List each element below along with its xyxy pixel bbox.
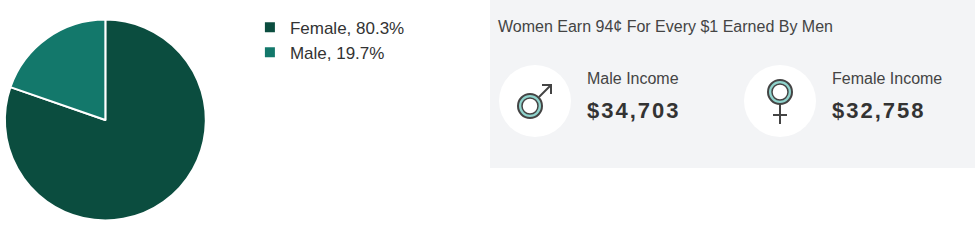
svg-text:Male, 19.7%: Male, 19.7% bbox=[290, 44, 385, 63]
svg-text:Female, 80.3%: Female, 80.3% bbox=[290, 19, 404, 38]
html-text:Female Income: Female Income bbox=[832, 70, 943, 87]
html-text:Women Earn 94¢ For Every $1 Ea: Women Earn 94¢ For Every $1 Earned By Me… bbox=[498, 18, 833, 35]
html-text:Male Income: Male Income bbox=[587, 70, 679, 87]
html-text:$34,703: $34,703 bbox=[587, 98, 681, 123]
html-text:$32,758: $32,758 bbox=[832, 98, 926, 123]
